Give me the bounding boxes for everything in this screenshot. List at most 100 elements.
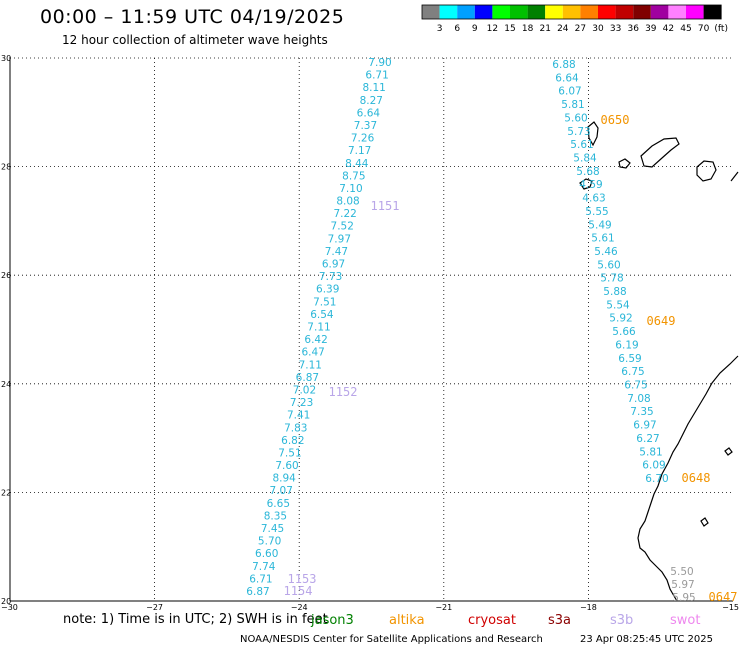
colorbar-label: 33 [610,24,621,34]
wave-height-label: 5.68 [576,166,599,178]
colorbar-label: 24 [557,24,569,34]
lon-tick-label: −30 [1,603,18,612]
wave-height-label: 6.47 [301,347,324,359]
colorbar-swatch [615,5,634,19]
lon-tick-label: −21 [435,603,452,612]
wave-height-label: 6.71 [249,573,272,585]
wave-height-label: 7.08 [627,393,650,405]
colorbar-label: 27 [575,24,586,34]
colorbar-swatch [545,5,563,19]
wave-height-label: 8.44 [345,158,369,170]
wave-height-label: 6.39 [316,284,339,296]
wave-height-label: 5.49 [588,219,611,231]
wave-height-label: 5.61 [591,233,614,245]
lon-tick-label: −24 [291,603,308,612]
wave-height-label: 4.63 [582,193,605,205]
legend-swot: swot [670,613,701,628]
wave-height-label: 6.07 [558,86,581,98]
island-fuerteventura [730,171,739,182]
wave-height-label: 6.71 [365,70,388,82]
wave-height-label: 6.42 [304,334,327,346]
wave-height-label: 6.70 [645,473,668,485]
wave-height-label: 5.55 [585,206,608,218]
wave-height-label: 7.10 [339,183,362,195]
island-gran-canaria [696,160,717,182]
wave-height-label: 7.97 [328,233,351,245]
colorbar-label: 70 [698,24,710,34]
axis-labels: 30 28 26 24 22 20−30 −27 −24 −21 −18 −15 [1,54,739,612]
wave-height-label: 7.73 [319,271,342,283]
colorbar-swatch [439,5,458,19]
wave-height-label: 5.78 [600,273,623,285]
wave-height-label: 6.19 [615,339,638,351]
generated-timestamp: 23 Apr 08:25:45 UTC 2025 [580,634,713,645]
wave-height-label: 8.08 [336,196,359,208]
wave-height-label: 7.23 [290,397,313,409]
wave-height-label: 4.59 [579,179,602,191]
colorbar-swatch [633,5,651,19]
wave-height-label: 6.82 [281,435,304,447]
colorbar-swatch [527,5,546,19]
wave-height-label: 7.51 [313,296,336,308]
colorbar-swatch [650,5,669,19]
wave-height-label: 5.60 [597,259,620,271]
colorbar-label: 18 [522,24,534,34]
gridlines [10,57,733,601]
wave-height-label: 5.92 [609,313,632,325]
map-frame [9,57,733,602]
pass-time-label: 1153 [288,572,317,586]
wave-height-label: 5.66 [612,326,636,338]
colorbar-swatch [422,5,440,19]
wave-height-colorbar: 3 6 9 12 15 18 21 24 27 30 33 36 39 42 45 70 (ft) [421,4,728,34]
wave-height-label: 7.11 [299,359,322,371]
wave-height-label: 7.45 [261,523,284,535]
wave-height-label: 6.97 [322,259,345,271]
wave-height-label: 8.94 [272,473,296,485]
lat-tick-label: 24 [1,380,11,389]
footnote: note: 1) Time is in UTC; 2) SWH is in fe… [63,612,328,627]
satellite-tracks: 7.906.718.118.276.647.377.267.178.448.75… [246,57,695,604]
wave-height-label: 7.02 [293,384,316,396]
island-la-palma [587,121,599,147]
wave-height-label: 6.97 [633,420,656,432]
colorbar-label: 9 [472,24,478,34]
wave-height-label: 7.90 [368,57,391,69]
lon-tick-label: −15 [722,603,739,612]
wave-height-label: 7.51 [278,447,301,459]
island-tenerife [640,137,680,168]
wave-height-label: 5.81 [639,446,662,458]
colorbar-border [421,4,722,20]
pass-time-label: 0648 [682,471,711,485]
pass-time-label: 0647 [709,590,738,604]
colorbar-swatch [686,5,704,19]
wave-height-label: 5.88 [603,286,626,298]
colorbar-label: 21 [539,24,550,34]
legend-s3b: s3b [610,613,634,628]
wave-height-label: 6.75 [621,366,644,378]
credit-line: NOAA/NESDIS Center for Satellite Applica… [240,634,543,645]
wave-height-label: 5.60 [564,112,587,124]
wave-height-label: 7.52 [331,221,354,233]
wave-height-label: 5.95 [672,592,695,604]
lat-tick-label: 22 [1,488,11,497]
map-title: 00:00 – 11:59 UTC 04/19/2025 [40,6,345,28]
colorbar-swatch [703,5,722,19]
wave-height-label: 7.07 [270,485,293,497]
legend-altika: altika [389,613,425,628]
wave-height-label: 7.35 [630,406,653,418]
wave-height-label: 8.11 [362,82,385,94]
coastline [579,121,739,602]
lat-tick-label: 30 [1,54,11,63]
wave-height-label: 6.87 [296,372,319,384]
colorbar-label: 39 [645,24,657,34]
colorbar-swatch [598,5,616,19]
wave-height-label: 6.54 [310,309,334,321]
wave-height-label: 7.22 [333,208,356,220]
map-subtitle: 12 hour collection of altimeter wave hei… [62,33,328,47]
wave-height-label: 6.64 [357,107,381,119]
lat-tick-label: 20 [1,597,11,606]
colorbar-swatch [510,5,528,19]
wave-height-label: 5.54 [606,299,630,311]
